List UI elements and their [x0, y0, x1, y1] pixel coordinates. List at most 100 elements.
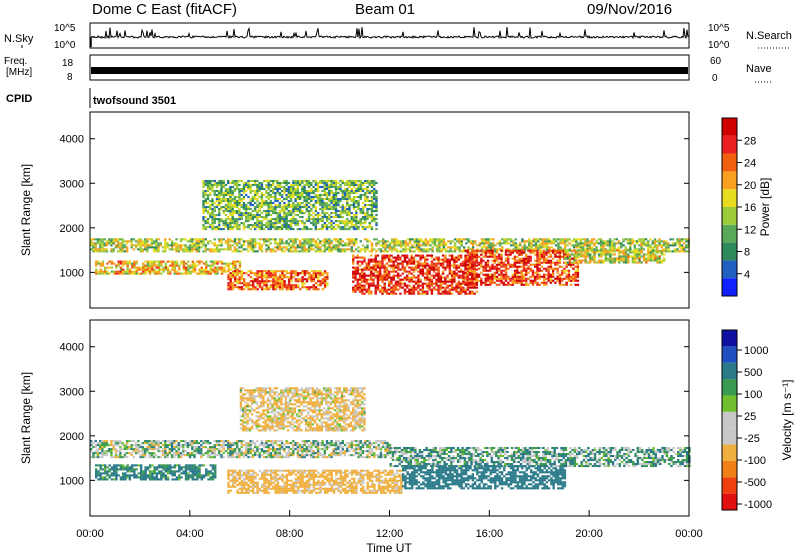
- heatmap-cell: [278, 242, 282, 245]
- heatmap-cell: [202, 250, 205, 253]
- heatmap-cell: [276, 284, 280, 287]
- heatmap-cell: [654, 253, 657, 256]
- heatmap-cell: [430, 256, 434, 259]
- heatmap-cell: [173, 242, 176, 245]
- heatmap-cell: [455, 284, 458, 287]
- heatmap-cell: [224, 220, 228, 223]
- heatmap-cell: [343, 207, 347, 211]
- heatmap-cell: [420, 238, 423, 241]
- heatmap-cell: [164, 242, 167, 245]
- heatmap-cell: [504, 269, 508, 272]
- heatmap-cell: [399, 280, 402, 283]
- heatmap-cell: [211, 187, 214, 191]
- heatmap-cell: [249, 179, 252, 183]
- heatmap-cell: [622, 240, 625, 243]
- heatmap-cell: [249, 272, 253, 275]
- heatmap-cell: [330, 199, 333, 203]
- heatmap-cell: [352, 199, 356, 203]
- heatmap-cell: [478, 244, 482, 247]
- heatmap-cell: [629, 242, 632, 245]
- heatmap-cell: [631, 240, 634, 243]
- heatmap-cell: [229, 189, 232, 193]
- heatmap-cell: [473, 275, 476, 278]
- heatmap-cell: [477, 279, 481, 282]
- heatmap-cell: [110, 244, 113, 247]
- heatmap-cell: [206, 210, 210, 213]
- heatmap-cell: [253, 242, 257, 245]
- heatmap-cell: [638, 240, 641, 243]
- heatmap-cell: [658, 242, 661, 245]
- heatmap-cell: [357, 185, 360, 189]
- heatmap-cell: [231, 286, 235, 289]
- heatmap-cell: [441, 280, 445, 283]
- heatmap-cell: [280, 205, 284, 209]
- heatmap-cell: [392, 260, 395, 263]
- heatmap-cell: [271, 248, 275, 251]
- heatmap-cell: [298, 216, 302, 219]
- heatmap-cell: [579, 238, 583, 241]
- heatmap-cell: [357, 226, 360, 229]
- heatmap-cell: [520, 275, 523, 278]
- heatmap-cell: [244, 203, 248, 207]
- heatmap-cell: [242, 195, 246, 199]
- heatmap-cell: [258, 270, 262, 273]
- heatmap-cell: [579, 261, 583, 264]
- heatmap-cell: [307, 197, 311, 201]
- heatmap-cell: [238, 201, 241, 205]
- heatmap-cell: [602, 261, 605, 264]
- heatmap-cell: [441, 290, 445, 293]
- heatmap-cell: [575, 238, 578, 241]
- heatmap-cell: [247, 220, 250, 223]
- heatmap-cell: [516, 248, 520, 251]
- heatmap-cell: [325, 248, 329, 251]
- heatmap-cell: [202, 199, 205, 203]
- heatmap-cell: [285, 203, 288, 207]
- heatmap-cell: [549, 279, 553, 282]
- heatmap-cell: [319, 181, 322, 185]
- heatmap-cell: [658, 250, 661, 253]
- heatmap-cell: [390, 276, 393, 279]
- heatmap-cell: [507, 253, 510, 256]
- heatmap-cell: [224, 193, 228, 197]
- heatmap-cell: [249, 284, 253, 287]
- heatmap-cell: [405, 256, 409, 259]
- heatmap-cell: [356, 286, 359, 289]
- heatmap-cell: [296, 224, 300, 227]
- heatmap-cell: [516, 255, 519, 258]
- heatmap-cell: [267, 280, 271, 283]
- heatmap-cell: [489, 265, 492, 268]
- heatmap-cell: [296, 280, 300, 283]
- heatmap-cell: [287, 244, 291, 247]
- heatmap-cell: [316, 199, 320, 203]
- heatmap-cell: [352, 201, 356, 205]
- heatmap-cell: [395, 244, 398, 247]
- heatmap-cell: [283, 185, 286, 189]
- heatmap-cell: [269, 222, 273, 225]
- heatmap-cell: [537, 238, 540, 241]
- heatmap-cell: [496, 242, 499, 245]
- heatmap-cell: [357, 220, 360, 223]
- heatmap-cell: [568, 238, 571, 241]
- heatmap-cell: [354, 266, 357, 269]
- heatmap-cell: [233, 218, 237, 221]
- heatmap-cell: [292, 183, 295, 187]
- heatmap-cell: [480, 277, 483, 280]
- heatmap-cell: [267, 246, 270, 249]
- heatmap-cell: [319, 284, 322, 287]
- heatmap-cell: [182, 238, 185, 241]
- heatmap-cell: [267, 187, 270, 191]
- heatmap-cell: [512, 240, 515, 243]
- heatmap-cell: [348, 179, 351, 183]
- heatmap-cell: [509, 277, 512, 280]
- heatmap-cell: [157, 250, 160, 253]
- heatmap-cell: [486, 249, 490, 252]
- heatmap-cell: [121, 264, 125, 267]
- heatmap-cell: [466, 260, 470, 263]
- heatmap-cell: [540, 255, 544, 258]
- heatmap-cell: [468, 283, 472, 286]
- heatmap-cell: [366, 203, 369, 207]
- heatmap-cell: [222, 228, 225, 231]
- heatmap-cell: [229, 268, 233, 271]
- heatmap-cell: [227, 248, 230, 251]
- heatmap-cell: [484, 249, 487, 252]
